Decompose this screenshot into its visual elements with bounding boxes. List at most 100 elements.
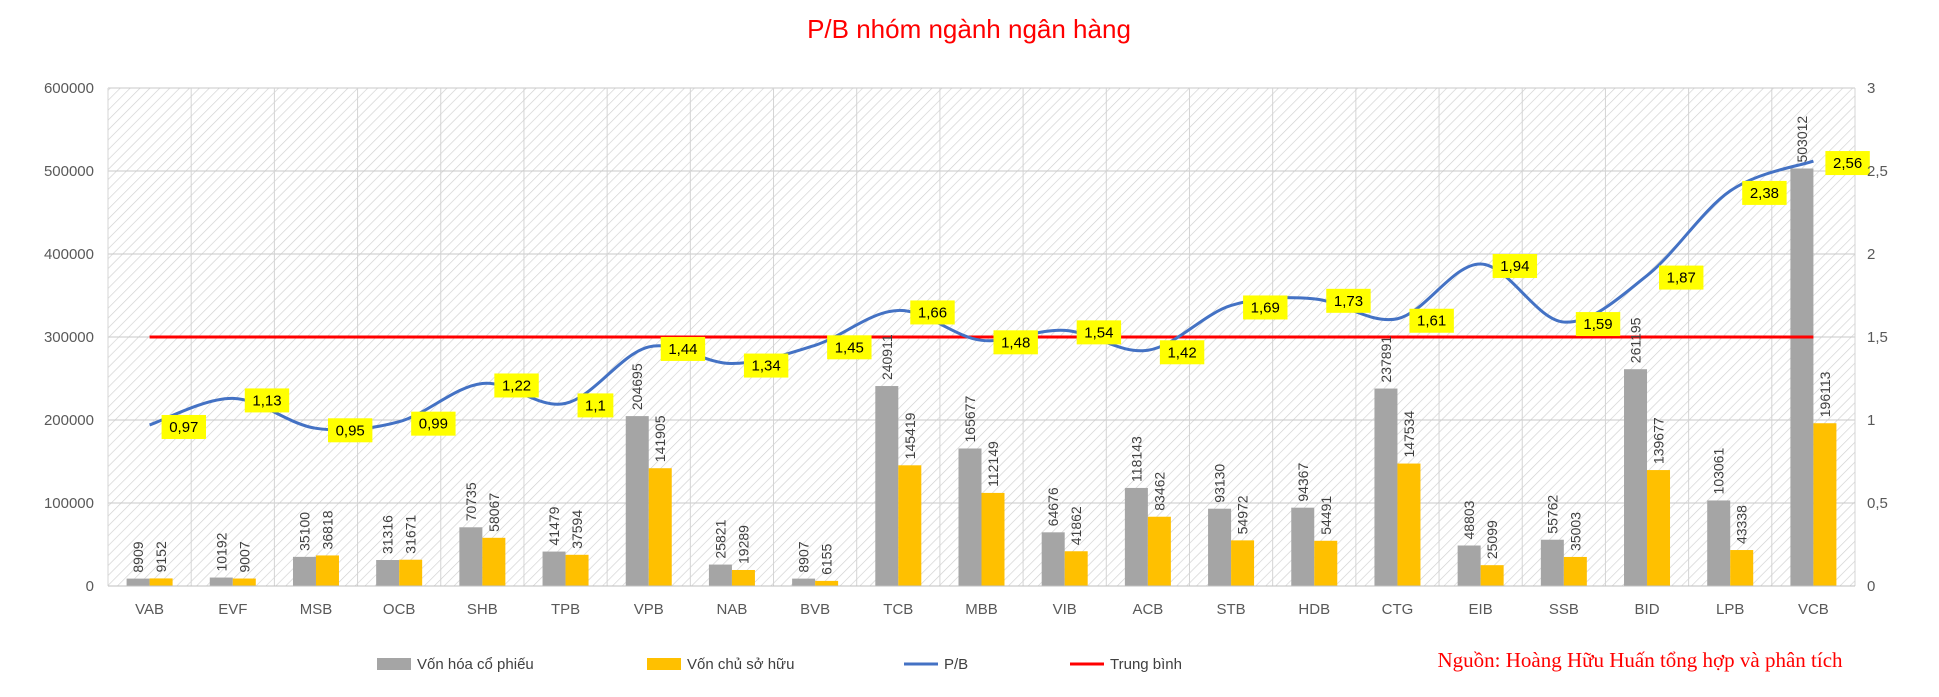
pb-data-label: 0,97 (169, 419, 198, 436)
x-tick-label: NAB (717, 601, 748, 618)
x-tick-label: EIB (1469, 601, 1493, 618)
x-tick-label: HDB (1298, 601, 1330, 618)
bar-equity (1563, 556, 1587, 586)
bar-market-cap (708, 564, 732, 586)
pb-label-box (577, 393, 614, 418)
pb-label-box (494, 373, 539, 398)
pb-data-label: 1,59 (1583, 316, 1612, 333)
x-tick-label: TPB (551, 601, 580, 618)
bar-market-cap (126, 578, 150, 586)
data-labels-group: 8909 9152 10192 9007 35100 36818 31316 31671 707… (130, 116, 1870, 575)
pb-label-box (1243, 295, 1288, 320)
data-label-market-cap: 48803 (1461, 500, 1477, 539)
pb-data-label: 1,61 (1417, 313, 1446, 330)
y-right-tick-label: 1,5 (1867, 329, 1888, 346)
bar-equity (315, 555, 339, 586)
bar-equity (1813, 423, 1837, 586)
data-label-equity: 35003 (1567, 512, 1583, 551)
y-right-tick-label: 0,5 (1867, 495, 1888, 512)
data-label-market-cap: 35100 (296, 512, 312, 551)
bar-equity (1314, 540, 1338, 586)
data-label-market-cap: 118143 (1128, 436, 1144, 482)
bar-equity (232, 578, 256, 586)
source-note: Nguồn: Hoàng Hữu Huấn tổng hợp và phân t… (1437, 648, 1843, 672)
pb-data-label: 1,45 (835, 339, 864, 356)
legend-swatch (647, 658, 681, 670)
bar-market-cap (1707, 500, 1731, 586)
x-tick-label: SSB (1549, 601, 1579, 618)
pb-data-label: 1,48 (1001, 334, 1030, 351)
legend-label: Trung bình (1110, 656, 1182, 673)
y-left-tick-label: 100000 (44, 495, 94, 512)
x-tick-label: EVF (218, 601, 247, 618)
data-label-market-cap: 261195 (1628, 317, 1644, 363)
data-label-market-cap: 237891 (1378, 336, 1394, 383)
pb-data-label: 0,95 (336, 422, 365, 439)
pb-label-box (161, 414, 206, 439)
pb-label-box (1659, 265, 1704, 290)
bar-market-cap (958, 448, 982, 586)
x-tick-label: BVB (800, 601, 830, 618)
x-tick-label: SHB (467, 601, 498, 618)
pb-label-box (993, 330, 1038, 355)
bar-equity (1730, 550, 1754, 586)
bar-market-cap (792, 578, 816, 586)
pb-label-box (1742, 180, 1787, 205)
pb-label-box (1326, 288, 1371, 313)
data-label-equity: 6155 (819, 544, 835, 575)
pb-data-label: 1,87 (1667, 270, 1696, 287)
chart-title: P/B nhóm ngành ngân hàng (807, 14, 1131, 44)
x-tick-label: MSB (300, 601, 333, 618)
pb-label-box (1492, 253, 1538, 278)
bar-equity (1397, 463, 1421, 586)
y-right-tick-label: 3 (1867, 80, 1875, 97)
x-tick-label: TCB (883, 601, 913, 618)
bar-equity (399, 559, 423, 586)
pb-data-label: 1,94 (1500, 258, 1529, 275)
x-tick-label: VAB (135, 601, 164, 618)
bar-equity (1480, 565, 1504, 586)
y-right-tick-label: 2 (1867, 246, 1875, 263)
x-tick-label: VPB (634, 601, 664, 618)
legend-label: Vốn chủ sở hữu (687, 656, 794, 673)
data-label-equity: 139677 (1651, 417, 1667, 464)
bar-market-cap (1624, 369, 1648, 586)
pb-label-box (327, 418, 373, 443)
data-label-market-cap: 55762 (1544, 495, 1560, 534)
pb-data-label: 1,13 (252, 392, 281, 409)
data-label-market-cap: 94367 (1295, 463, 1311, 502)
bar-market-cap (1374, 388, 1398, 586)
lines-group (149, 159, 1814, 432)
legend-label: Vốn hóa cổ phiếu (417, 656, 534, 673)
x-tick-label: ACB (1132, 601, 1163, 618)
data-label-equity: 112149 (985, 441, 1001, 487)
data-label-equity: 41862 (1068, 506, 1084, 545)
bar-market-cap (292, 556, 316, 586)
pb-data-label: 1,66 (918, 304, 947, 321)
data-label-equity: 37594 (569, 510, 585, 549)
data-label-equity: 19289 (735, 525, 751, 564)
y-left-tick-label: 200000 (44, 412, 94, 429)
data-label-market-cap: 165677 (962, 396, 978, 443)
x-tick-label: BID (1635, 601, 1660, 618)
bar-equity (981, 492, 1005, 586)
bar-market-cap (1291, 507, 1315, 586)
pb-label-box (910, 300, 955, 325)
pb-data-label: 0,99 (419, 416, 448, 433)
pb-data-label: 1,42 (1167, 344, 1196, 361)
pb-data-label: 1,22 (502, 377, 531, 394)
pb-label-box (1076, 320, 1122, 345)
bars-group (126, 168, 1837, 586)
data-label-equity: 36818 (319, 510, 335, 549)
data-label-market-cap: 64676 (1045, 487, 1061, 526)
y-right-tick-label: 0 (1867, 578, 1875, 595)
pb-label-box (743, 353, 789, 378)
legend-label: P/B (944, 656, 968, 673)
y-left-tick-label: 400000 (44, 246, 94, 263)
bar-market-cap (209, 577, 233, 586)
axes-group: 0 100000 200000 300000 400000 500000 600000 0 0,… (44, 80, 1888, 618)
bar-equity (898, 465, 922, 586)
bar-market-cap (1041, 532, 1065, 586)
